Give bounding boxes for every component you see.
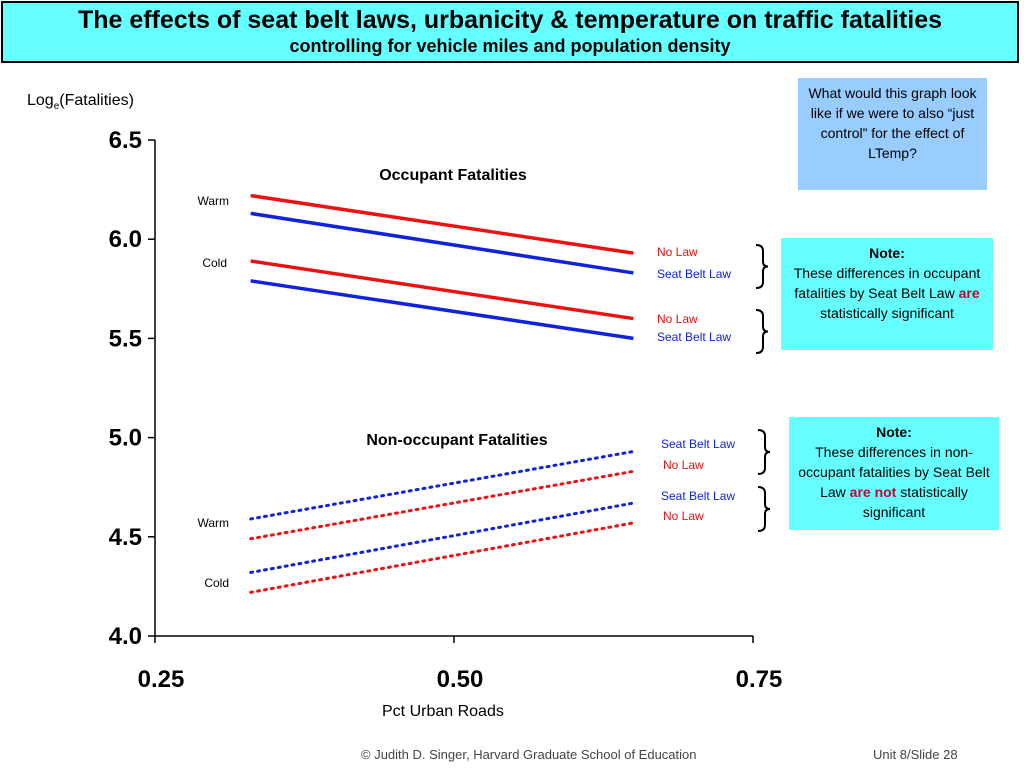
note-title: Note: <box>876 424 912 440</box>
y-axis-label-rest: (Fatalities) <box>59 92 134 109</box>
y-tick-label: 6.5 <box>109 127 142 154</box>
brace-icon <box>755 309 769 354</box>
note-text-end: statistically significant <box>862 484 968 520</box>
footer-slide-number: Unit 8/Slide 28 <box>873 747 958 762</box>
brace-icon <box>757 429 771 475</box>
note-emphasis: are not <box>849 484 897 500</box>
y-axis-label-base: Log <box>27 92 54 109</box>
note-emphasis: are <box>958 285 980 301</box>
y-tick-label: 5.0 <box>109 425 142 452</box>
series-line <box>249 449 635 521</box>
footer-credit: © Judith D. Singer, Harvard Graduate Sch… <box>361 747 697 762</box>
chart-annotations: Occupant Fatalities Non-occupant Fataliti… <box>197 167 771 590</box>
series-end-label: Seat Belt Law <box>661 489 735 503</box>
series-end-label: No Law <box>657 245 698 259</box>
note-text-end: statistically significant <box>820 305 954 321</box>
note-box-occupant: Note: These differences in occupant fata… <box>781 238 993 350</box>
note-title: Note: <box>869 245 905 261</box>
chart-group-title: Occupant Fatalities <box>379 167 527 184</box>
x-axis-label: Pct Urban Roads <box>382 703 504 720</box>
chart-group-title: Non-occupant Fatalities <box>366 432 547 449</box>
note-text: These differences in non-occupant fatali… <box>798 444 990 500</box>
temperature-label: Cold <box>204 576 229 590</box>
series-line <box>249 469 635 541</box>
x-tick-label: 0.50 <box>437 666 484 693</box>
series-end-label: Seat Belt Law <box>661 437 735 451</box>
question-text: What would this graph look like if we we… <box>808 85 977 161</box>
series-line <box>250 259 634 321</box>
slide-subtitle: controlling for vehicle miles and popula… <box>289 36 731 56</box>
y-axis-label-subscript: e <box>53 101 60 113</box>
x-tick-label: 0.25 <box>138 666 185 693</box>
chart-series <box>249 193 635 594</box>
y-tick-label: 6.0 <box>109 226 142 253</box>
y-tick-label: 4.5 <box>109 524 142 551</box>
series-line <box>249 501 635 575</box>
temperature-label: Warm <box>197 194 229 208</box>
chart-axes: 4.0 4.5 5.0 5.5 6.0 6.5 0.25 0.50 0.75 <box>109 127 783 693</box>
brace-icon <box>755 244 769 289</box>
brace-icon <box>757 486 771 532</box>
slide-header: The effects of seat belt laws, urbanicit… <box>1 1 1019 63</box>
note-box-nonoccupant: Note: These differences in non-occupant … <box>789 417 999 530</box>
series-line <box>250 211 634 275</box>
temperature-label: Cold <box>202 256 227 270</box>
series-end-label: Seat Belt Law <box>657 267 731 281</box>
series-end-label: No Law <box>663 509 704 523</box>
note-text: These differences in occupant fatalities… <box>793 265 981 301</box>
series-end-label: Seat Belt Law <box>657 330 731 344</box>
y-tick-label: 4.0 <box>109 623 142 650</box>
y-tick-label: 5.5 <box>109 325 142 352</box>
x-tick-label: 0.75 <box>736 666 783 693</box>
series-line <box>249 521 635 594</box>
series-line <box>250 279 634 341</box>
y-axis-label: Loge(Fatalities) <box>27 92 134 112</box>
series-end-label: No Law <box>657 312 698 326</box>
question-box: What would this graph look like if we we… <box>798 78 987 190</box>
series-line <box>250 193 634 255</box>
slide-title: The effects of seat belt laws, urbanicit… <box>77 6 943 34</box>
temperature-label: Warm <box>197 516 229 530</box>
series-end-label: No Law <box>663 458 704 472</box>
